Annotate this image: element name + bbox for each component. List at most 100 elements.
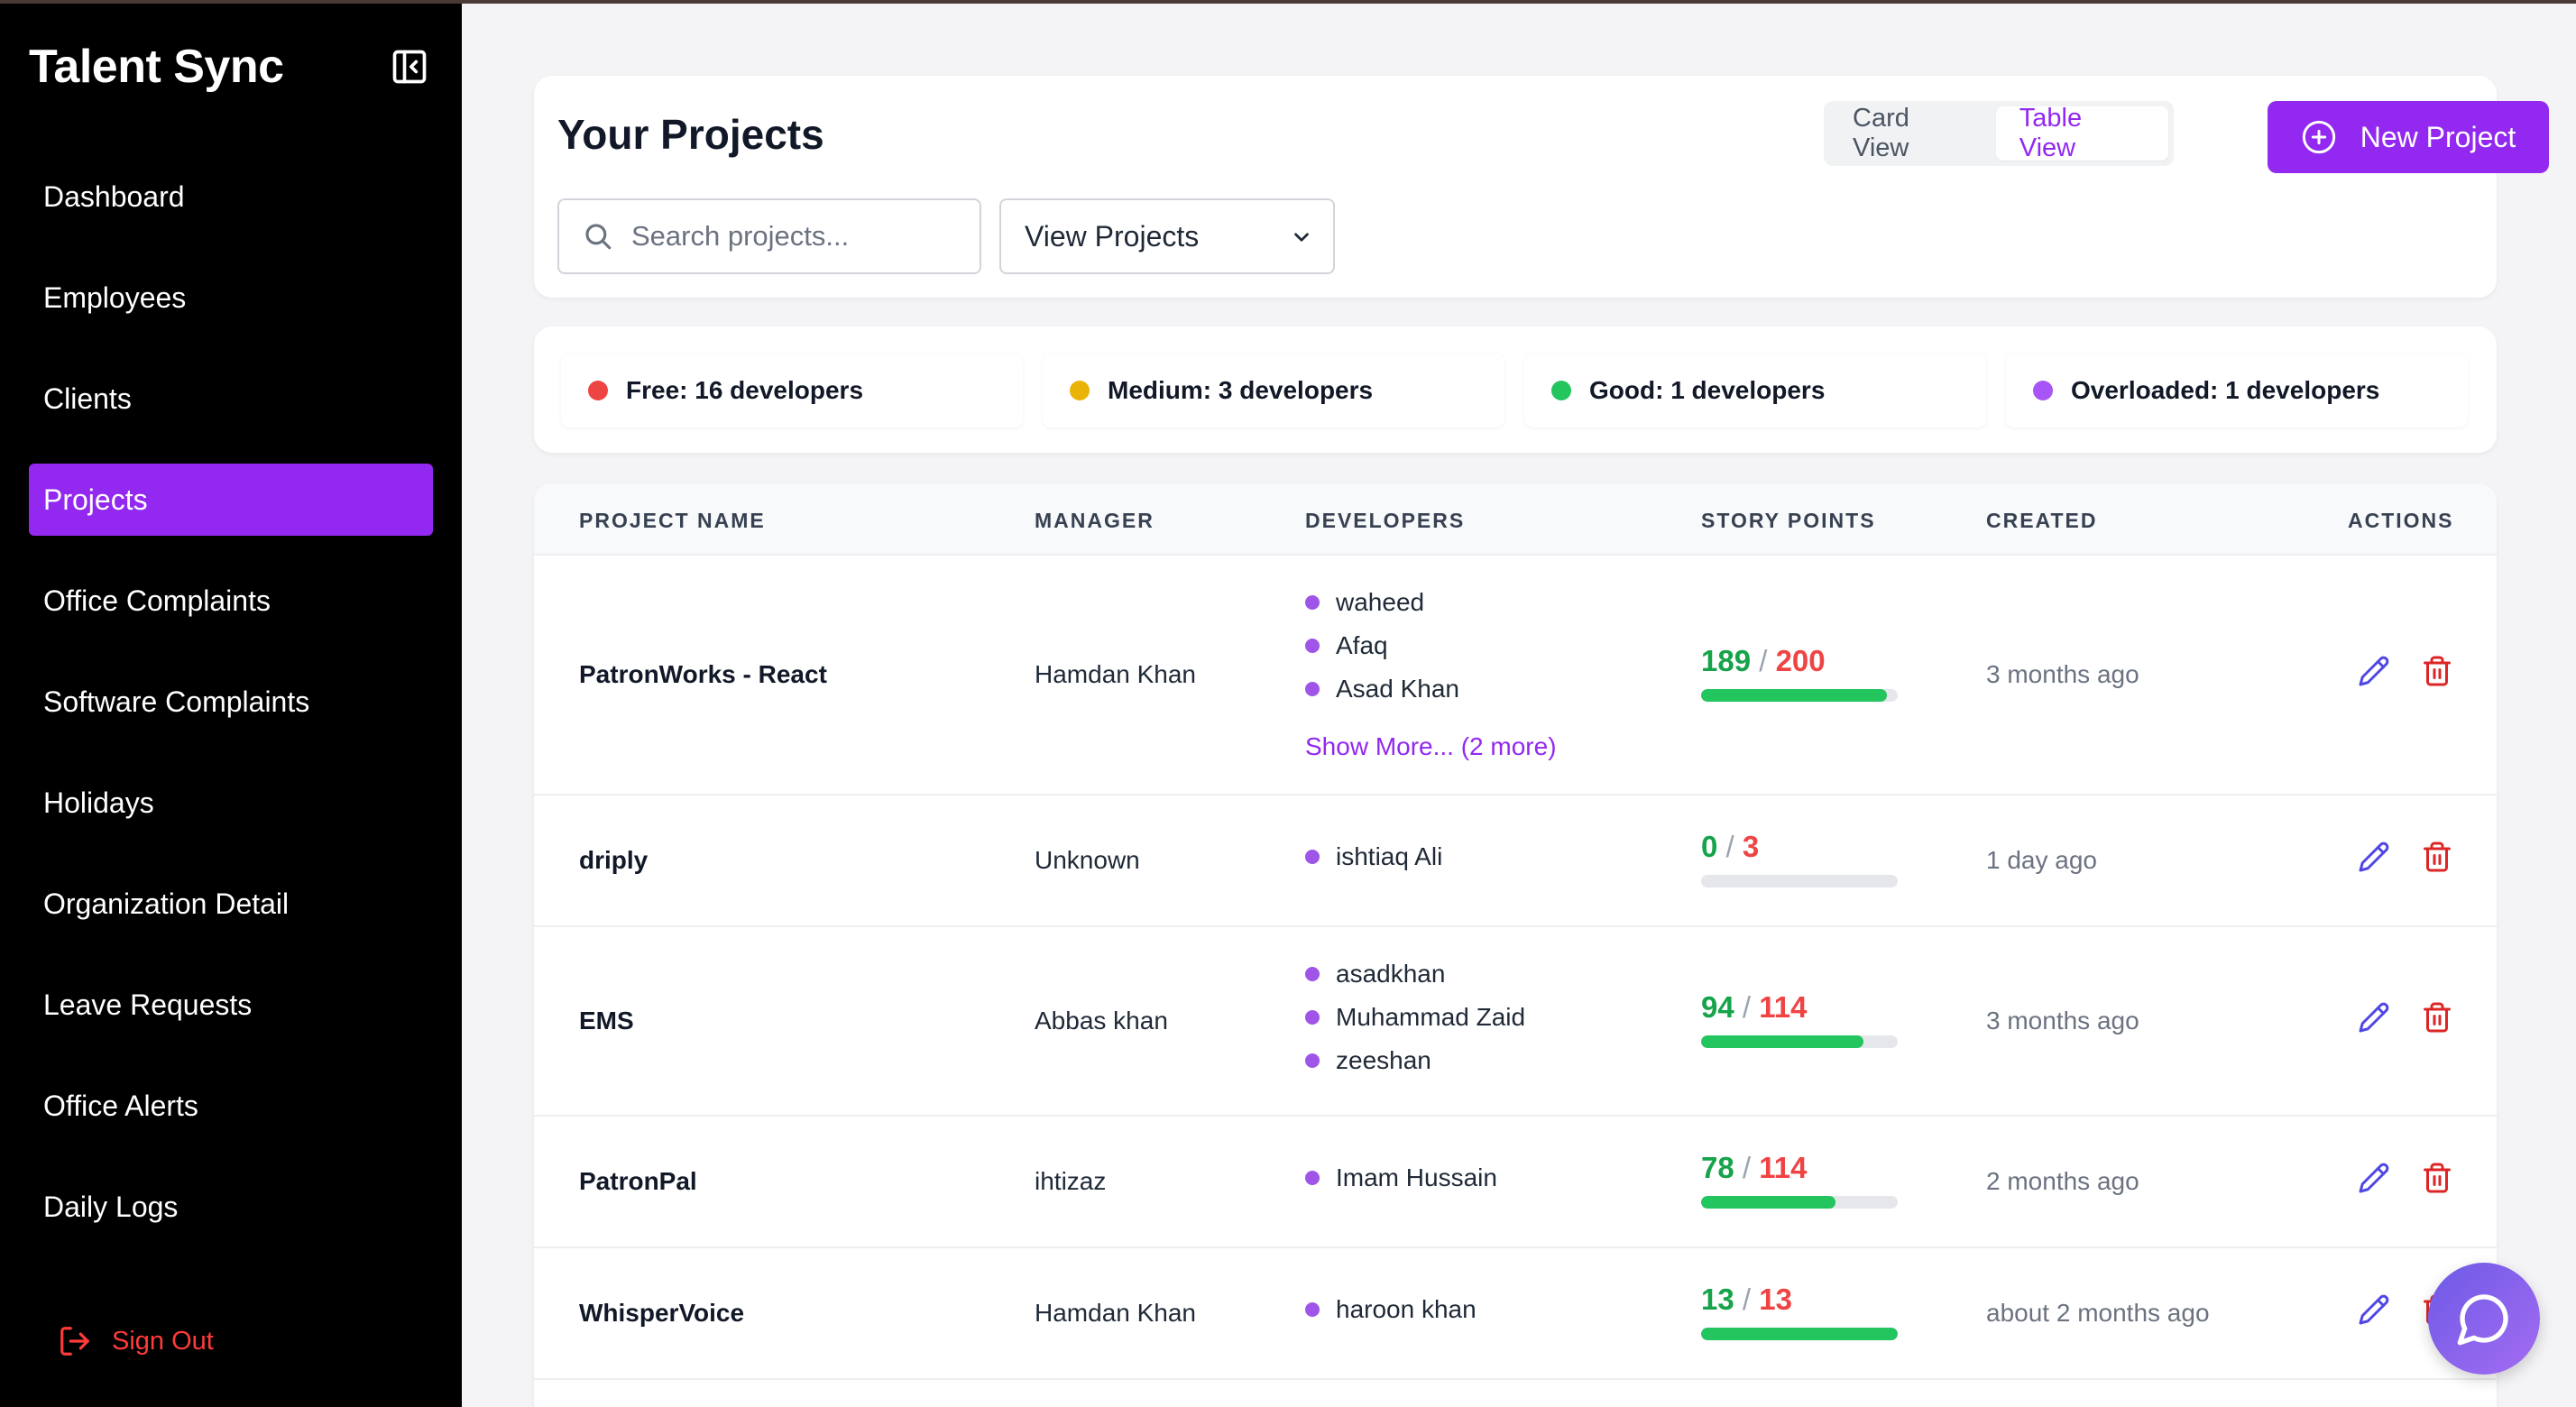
delete-button[interactable] — [2421, 655, 2453, 687]
points-done: 189 — [1701, 644, 1752, 677]
trash-icon — [2424, 841, 2451, 872]
trash-icon — [2424, 1163, 2451, 1193]
table-row: PatronPal ihtizaz Imam Hussain 78 / 114 … — [534, 1117, 2497, 1248]
developer-item: waheed — [1305, 588, 1424, 617]
trash-icon — [2424, 1002, 2451, 1033]
sidebar-nav: Dashboard Employees Clients Projects Off… — [29, 161, 433, 1272]
project-name[interactable]: PatronWorks - React — [579, 660, 827, 688]
sidebar-item-office-complaints[interactable]: Office Complaints — [43, 584, 271, 617]
stat-label: Free: 16 developers — [626, 376, 864, 404]
delete-button[interactable] — [2421, 841, 2453, 873]
plus-circle-icon — [2302, 120, 2335, 154]
table-row: PatronWorks - React Hamdan Khan waheed A… — [534, 556, 2497, 795]
developer-item: Afaq — [1305, 631, 1388, 660]
sign-out-button[interactable]: Sign Out — [58, 1324, 214, 1358]
sidebar-item-holidays[interactable]: Holidays — [43, 786, 154, 819]
search-box[interactable] — [557, 198, 981, 274]
sidebar-item-daily-logs[interactable]: Daily Logs — [43, 1190, 179, 1223]
sidebar-item-projects[interactable]: Projects — [29, 464, 433, 536]
points-done: 13 — [1701, 1283, 1734, 1316]
view-projects-select[interactable]: View Projects — [999, 198, 1335, 274]
manager-name: ihtizaz — [1035, 1167, 1107, 1195]
developer-item: Asad Khan — [1305, 675, 1459, 704]
show-more-link[interactable]: Show More... (2 more) — [1305, 732, 1557, 760]
column-header-created: CREATED — [1986, 509, 2098, 532]
manager-name: Unknown — [1035, 846, 1140, 874]
progress-fill — [1701, 1196, 1836, 1209]
status-dot — [1551, 381, 1571, 400]
story-points-progress — [1701, 1196, 1898, 1209]
status-dot — [1070, 381, 1090, 400]
sidebar-item-organization-detail[interactable]: Organization Detail — [43, 887, 290, 920]
search-input[interactable] — [631, 220, 974, 253]
trash-icon — [2424, 656, 2451, 686]
sidebar-collapse-icon[interactable] — [390, 47, 429, 87]
edit-button[interactable] — [2358, 1293, 2390, 1326]
stat-good: Good: 1 developers — [1524, 354, 1986, 428]
story-points: 189 / 200 — [1701, 644, 1826, 677]
delete-button[interactable] — [2421, 1001, 2453, 1034]
chat-widget-button[interactable] — [2428, 1263, 2540, 1375]
created-time: 1 day ago — [1986, 846, 2097, 874]
developer-workload-stats: Free: 16 developers Medium: 3 developers… — [534, 326, 2497, 453]
status-dot — [2033, 381, 2053, 400]
sidebar-item-software-complaints[interactable]: Software Complaints — [43, 685, 310, 718]
manager-name: Hamdan Khan — [1035, 660, 1197, 688]
project-name[interactable]: EMS — [579, 1007, 634, 1035]
sign-out-label: Sign Out — [112, 1326, 214, 1356]
column-header-manager: MANAGER — [1035, 509, 1155, 532]
edit-button[interactable] — [2358, 1001, 2390, 1034]
chat-bubble-icon — [2457, 1294, 2508, 1346]
stat-label: Medium: 3 developers — [1108, 376, 1374, 404]
sidebar-item-dashboard[interactable]: Dashboard — [43, 179, 185, 213]
sidebar: Talent Sync Dashboard Employees Clients … — [0, 0, 462, 1407]
sidebar-item-clients[interactable]: Clients — [43, 382, 132, 415]
pencil-icon — [2359, 1294, 2389, 1325]
pencil-icon — [2359, 841, 2389, 872]
edit-button[interactable] — [2358, 655, 2390, 687]
stat-label: Overloaded: 1 developers — [2071, 376, 2380, 404]
table-row: EMS Abbas khan asadkhan Muhammad Zaid ze… — [534, 927, 2497, 1117]
projects-table: PROJECT NAME MANAGER DEVELOPERS STORY PO… — [534, 483, 2497, 1407]
stat-label: Good: 1 developers — [1589, 376, 1826, 404]
table-row: driply Unknown ishtiaq Ali 0 / 3 1 day a… — [534, 795, 2497, 927]
story-points-progress — [1701, 875, 1898, 887]
sidebar-item-leave-requests[interactable]: Leave Requests — [43, 988, 253, 1021]
manager-name: Hamdan Khan — [1035, 1299, 1197, 1327]
developer-item: zeeshan — [1305, 1046, 1431, 1075]
delete-button[interactable] — [2421, 1162, 2453, 1194]
sidebar-item-office-alerts[interactable]: Office Alerts — [43, 1089, 198, 1122]
project-name[interactable]: PatronPal — [579, 1167, 697, 1195]
chevron-down-icon — [1294, 233, 1309, 242]
created-time: 3 months ago — [1986, 660, 2139, 688]
progress-fill — [1701, 689, 1887, 702]
story-points: 78 / 114 — [1701, 1151, 1808, 1184]
column-header-developers: DEVELOPERS — [1305, 509, 1466, 532]
created-time: 3 months ago — [1986, 1007, 2139, 1035]
pencil-icon — [2359, 1163, 2389, 1193]
developer-item: Muhammad Zaid — [1305, 1003, 1525, 1032]
story-points: 13 / 13 — [1701, 1283, 1792, 1316]
points-done: 78 — [1701, 1151, 1734, 1184]
card-view-button[interactable]: Card View — [1853, 104, 1909, 162]
story-points-progress — [1701, 1328, 1898, 1340]
created-time: 2 months ago — [1986, 1167, 2139, 1195]
table-header: PROJECT NAME MANAGER DEVELOPERS STORY PO… — [534, 483, 2497, 556]
sidebar-item-employees[interactable]: Employees — [43, 280, 187, 314]
edit-button[interactable] — [2358, 841, 2390, 873]
developer-item: ishtiaq Ali — [1305, 842, 1442, 871]
project-name[interactable]: driply — [579, 846, 649, 874]
table-row: WhisperVoice Hamdan Khan haroon khan 13 … — [534, 1248, 2497, 1380]
progress-fill — [1701, 1328, 1898, 1340]
points-total: 114 — [1759, 1151, 1808, 1184]
select-value: View Projects — [1025, 219, 1200, 253]
projects-header: Your Projects View Projects Card View Ta… — [534, 76, 2549, 298]
edit-button[interactable] — [2358, 1162, 2390, 1194]
story-points-progress — [1701, 1035, 1898, 1048]
column-header-project-name: PROJECT NAME — [579, 509, 766, 532]
new-project-button[interactable]: New Project — [2268, 101, 2549, 173]
stat-free: Free: 16 developers — [561, 354, 1023, 428]
project-name[interactable]: WhisperVoice — [579, 1299, 745, 1327]
stat-medium: Medium: 3 developers — [1043, 354, 1504, 428]
table-view-button[interactable]: Table View — [1995, 104, 2168, 162]
